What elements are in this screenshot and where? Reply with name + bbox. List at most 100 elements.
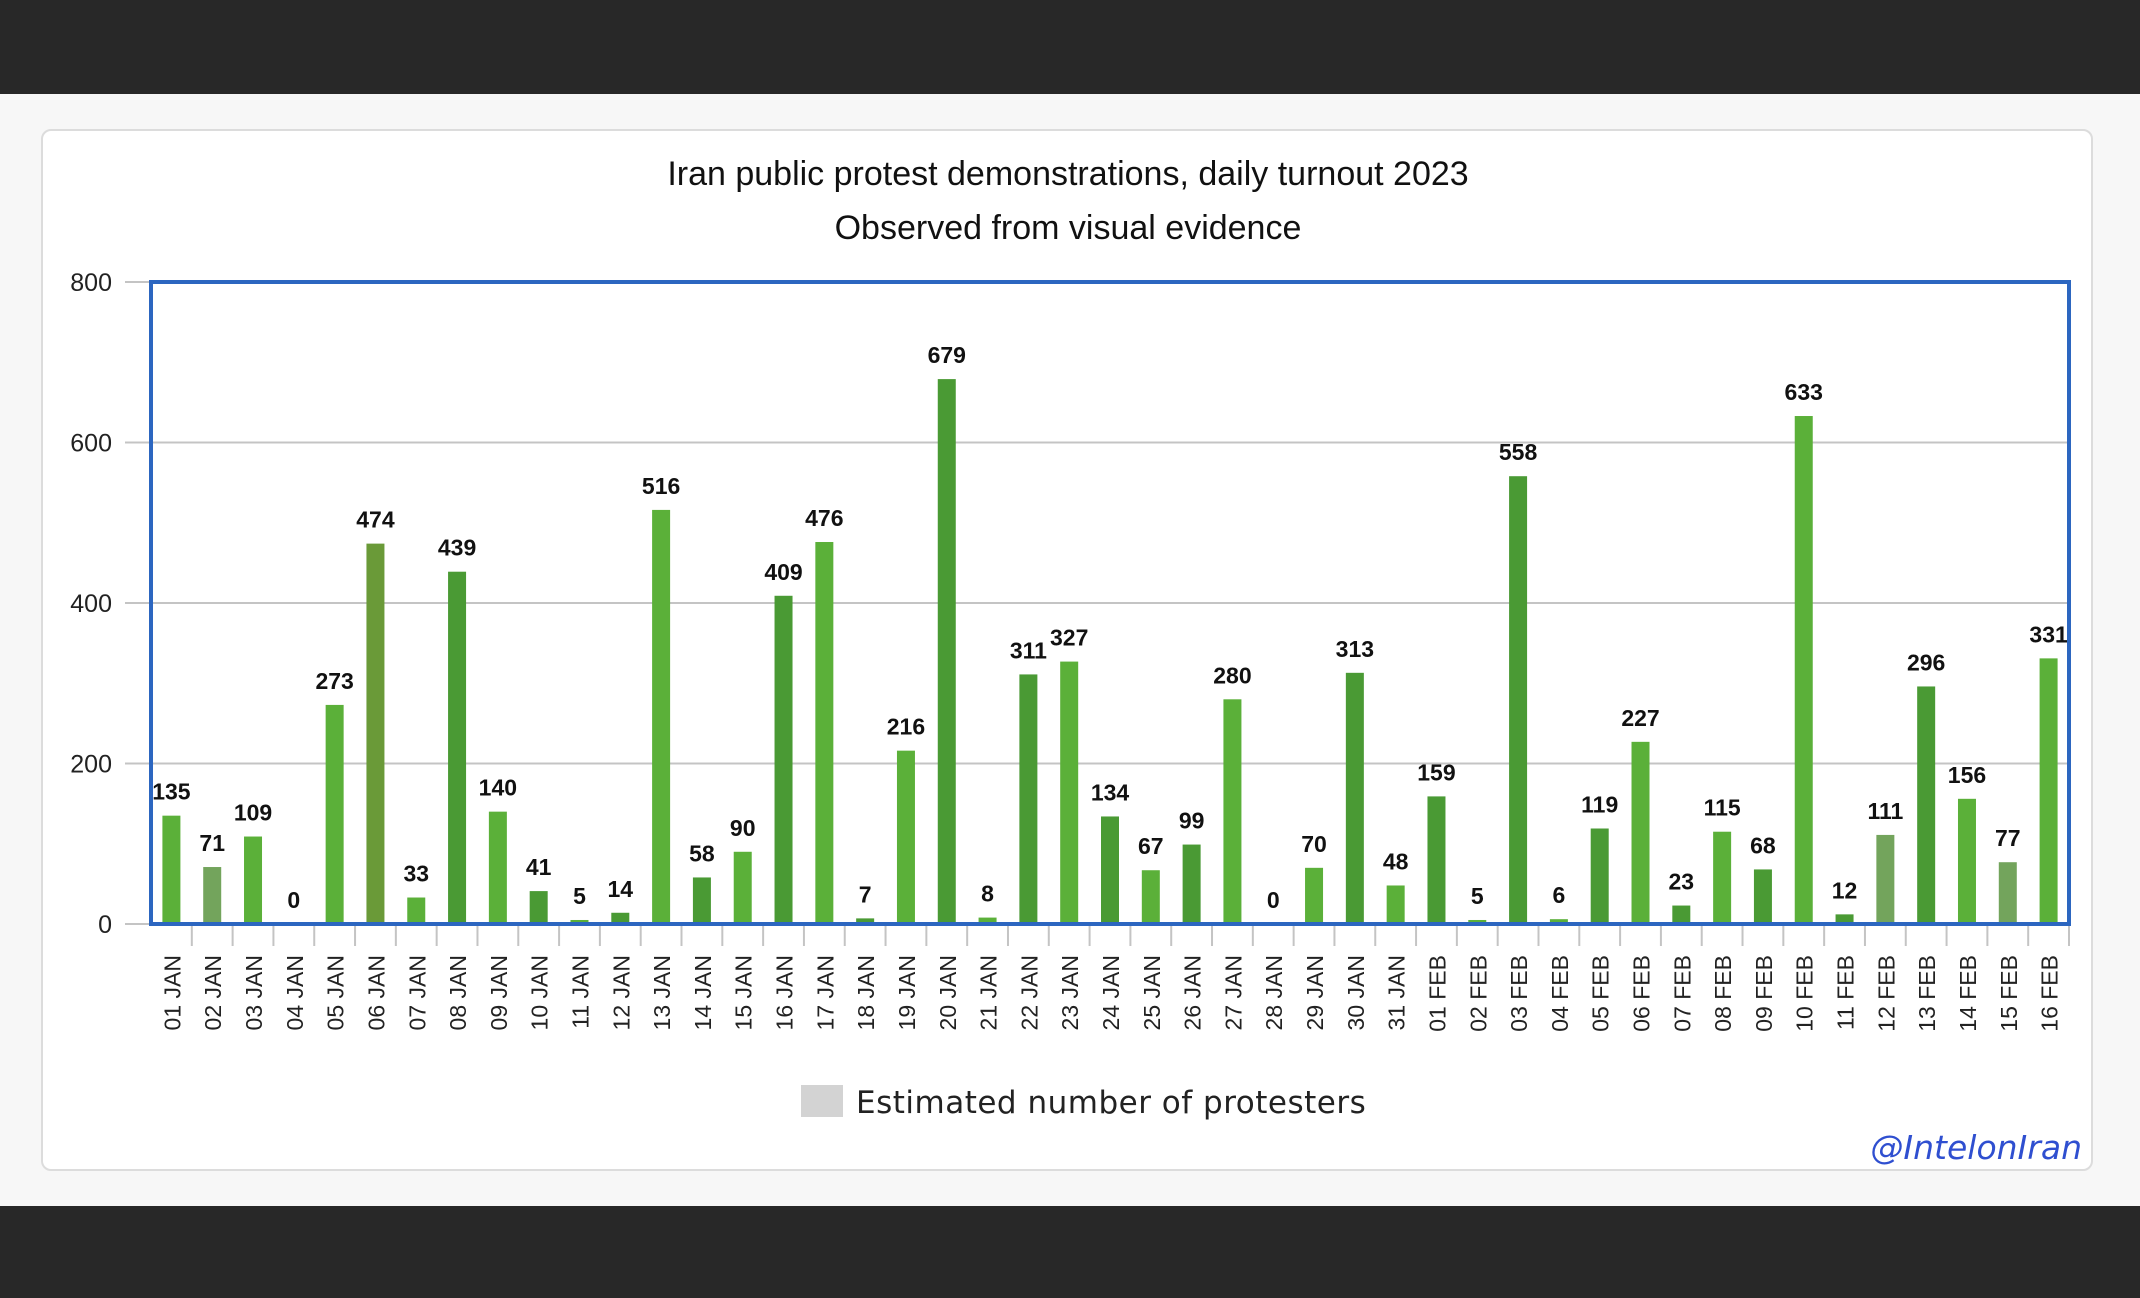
data-label: 140 — [479, 775, 517, 801]
data-label: 135 — [152, 779, 191, 805]
x-tick-label: 13 JAN — [649, 955, 675, 1030]
bar[interactable] — [652, 509, 671, 924]
data-label: 23 — [1669, 869, 1695, 895]
data-label: 5 — [573, 883, 586, 909]
x-tick-label: 07 JAN — [404, 955, 430, 1030]
x-tick-label: 27 JAN — [1220, 955, 1246, 1030]
bar[interactable] — [1672, 905, 1691, 924]
bar[interactable] — [1305, 867, 1324, 924]
bar[interactable] — [774, 595, 793, 924]
bar[interactable] — [1509, 476, 1528, 924]
bar[interactable] — [733, 851, 752, 924]
data-label: 633 — [1785, 379, 1823, 405]
bar[interactable] — [488, 811, 507, 924]
x-tick-label: 02 FEB — [1465, 955, 1491, 1032]
bar[interactable] — [1753, 869, 1772, 924]
bar[interactable] — [1835, 914, 1854, 924]
data-label: 48 — [1383, 848, 1409, 874]
chart-title: Iran public protest demonstrations, dail… — [667, 155, 1468, 193]
data-label: 41 — [526, 854, 552, 880]
bar[interactable] — [1957, 798, 1976, 924]
x-tick-label: 21 JAN — [976, 955, 1002, 1030]
bar[interactable] — [1427, 796, 1446, 924]
bar[interactable] — [1794, 416, 1813, 924]
bar[interactable] — [570, 919, 589, 924]
x-tick-label: 12 FEB — [1873, 955, 1899, 1032]
bar[interactable] — [1876, 834, 1895, 924]
data-label: 156 — [1948, 762, 1986, 788]
bar[interactable] — [692, 877, 711, 924]
x-tick-label: 08 FEB — [1710, 955, 1736, 1032]
bar[interactable] — [448, 571, 467, 924]
x-tick-label: 22 JAN — [1016, 955, 1042, 1030]
bar[interactable] — [1713, 831, 1732, 924]
data-label: 33 — [403, 861, 429, 887]
x-tick-label: 01 JAN — [159, 955, 185, 1030]
bar[interactable] — [856, 918, 875, 924]
x-tick-label: 23 JAN — [1057, 955, 1083, 1030]
x-tick-label: 30 JAN — [1343, 955, 1369, 1030]
x-tick-label: 09 FEB — [1751, 955, 1777, 1032]
bar[interactable] — [937, 379, 956, 924]
bar[interactable] — [896, 750, 915, 924]
x-tick-label: 16 FEB — [2037, 955, 2063, 1032]
x-tick-label: 14 FEB — [1955, 955, 1981, 1032]
bar[interactable] — [1631, 741, 1650, 924]
x-tick-label: 19 JAN — [894, 955, 920, 1030]
bar[interactable] — [1590, 828, 1609, 924]
x-tick-label: 15 FEB — [1996, 955, 2022, 1032]
data-label: 67 — [1138, 833, 1164, 859]
x-tick-label: 04 FEB — [1547, 955, 1573, 1032]
bars — [162, 379, 2058, 924]
bar[interactable] — [978, 917, 997, 924]
x-tick-label: 29 JAN — [1302, 955, 1328, 1030]
data-label: 8 — [981, 881, 994, 907]
x-tick-label: 06 FEB — [1629, 955, 1655, 1032]
bar[interactable] — [1223, 699, 1242, 924]
x-tick-label: 05 JAN — [323, 955, 349, 1030]
bar[interactable] — [244, 836, 263, 924]
bar[interactable] — [1182, 844, 1201, 924]
y-axis-ticks: 0 200 400 600 800 — [70, 269, 112, 939]
bar[interactable] — [1998, 862, 2017, 924]
bar[interactable] — [611, 912, 630, 924]
bar[interactable] — [1386, 885, 1405, 924]
bar[interactable] — [1345, 672, 1364, 924]
x-tick-label: 31 JAN — [1384, 955, 1410, 1030]
x-tick-label: 03 FEB — [1506, 955, 1532, 1032]
data-label: 0 — [1267, 887, 1280, 913]
x-tick-label: 07 FEB — [1669, 955, 1695, 1032]
watermark-handle: @IntelonIran — [1870, 1128, 2082, 1167]
x-tick-label: 09 JAN — [486, 955, 512, 1030]
x-tick-label: 08 JAN — [445, 955, 471, 1030]
x-tick-label: 14 JAN — [690, 955, 716, 1030]
bar[interactable] — [2039, 658, 2058, 924]
bar[interactable] — [1101, 816, 1119, 924]
bar[interactable] — [1549, 919, 1568, 924]
bar[interactable] — [407, 897, 426, 924]
data-label: 273 — [315, 668, 353, 694]
x-tick-label: 16 JAN — [772, 955, 798, 1030]
bar[interactable] — [203, 867, 222, 924]
bar[interactable] — [366, 543, 385, 924]
data-label: 216 — [887, 714, 925, 740]
data-label: 476 — [805, 505, 843, 531]
bar[interactable] — [529, 891, 548, 924]
y-tick-label: 400 — [70, 590, 112, 618]
gridlines — [125, 281, 2069, 925]
bar[interactable] — [815, 542, 834, 924]
legend[interactable]: Estimated number of protesters — [801, 1085, 1366, 1121]
data-label: 311 — [1010, 637, 1047, 663]
bar[interactable] — [1060, 661, 1079, 924]
bar[interactable] — [325, 704, 344, 924]
bar[interactable] — [1019, 674, 1038, 924]
bar[interactable] — [1917, 686, 1936, 924]
x-tick-label: 01 FEB — [1424, 955, 1450, 1032]
bar[interactable] — [1468, 919, 1487, 924]
bar[interactable] — [1141, 870, 1160, 924]
data-label: 409 — [764, 559, 802, 585]
data-label: 71 — [199, 830, 225, 856]
bar[interactable] — [162, 815, 181, 924]
legend-swatch — [801, 1085, 843, 1117]
